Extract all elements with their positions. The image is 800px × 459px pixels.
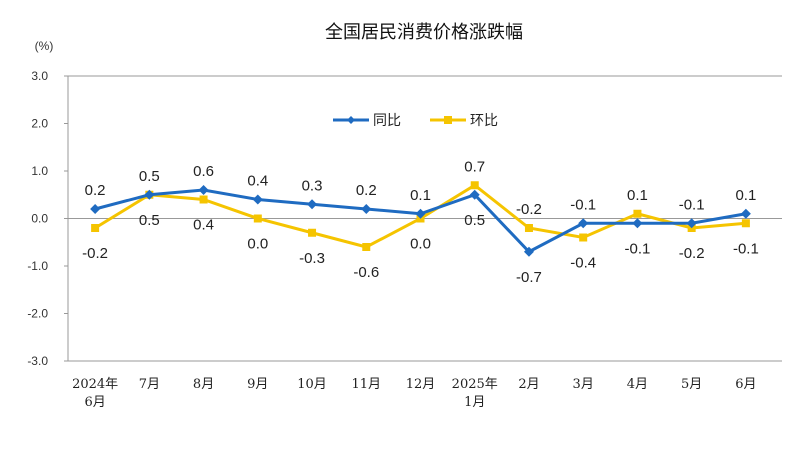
x-tick-label: 3月 [573, 377, 594, 392]
y-tick-label: 3.0 [31, 69, 48, 83]
x-tick-label: 11月 [351, 377, 381, 392]
data-label: -0.1 [624, 240, 650, 257]
chart-title: 全国居民消费价格涨跌幅 [325, 22, 523, 43]
data-point [253, 214, 262, 223]
y-tick-label: 1.0 [31, 164, 48, 178]
y-tick-label: -2.0 [27, 307, 48, 321]
y-tick-label: -1.0 [27, 259, 48, 273]
data-point [686, 218, 697, 229]
data-point [198, 185, 209, 195]
data-point [252, 194, 263, 205]
x-tick-label: 9月 [247, 377, 268, 392]
data-label: 0.0 [247, 236, 268, 253]
data-label: -0.6 [353, 264, 379, 281]
data-label: 0.4 [193, 217, 214, 234]
data-label: -0.1 [733, 240, 759, 257]
data-point [469, 189, 480, 200]
legend-marker-diamond [347, 116, 355, 124]
data-point [361, 204, 372, 214]
data-point [91, 224, 100, 232]
y-axis-unit: (%) [35, 39, 54, 53]
data-label: -0.2 [82, 245, 108, 262]
data-point [524, 224, 533, 232]
x-tick-label: 10月 [297, 377, 327, 392]
x-tick-label: 12月 [406, 377, 436, 392]
data-label: 0.5 [464, 212, 485, 229]
data-point [308, 228, 317, 237]
data-label: -0.4 [570, 255, 596, 272]
data-label: 0.2 [356, 182, 377, 199]
data-point [307, 199, 318, 210]
data-label: 0.5 [139, 212, 160, 229]
data-point [362, 243, 371, 251]
data-label: 0.6 [193, 163, 214, 180]
data-label: 0.2 [85, 182, 106, 199]
data-label: 0.5 [139, 168, 160, 185]
x-tick-label: 2月 [518, 377, 539, 392]
legend: 同比 环比 [333, 113, 498, 129]
legend-label: 环比 [470, 113, 498, 129]
data-point [578, 218, 589, 229]
data-point [633, 209, 642, 218]
data-label: -0.2 [516, 201, 542, 218]
data-point [632, 218, 643, 229]
data-label: 0.1 [627, 187, 648, 204]
x-tick-label: 8月 [193, 377, 214, 392]
data-point [740, 208, 751, 219]
data-point [144, 189, 155, 200]
data-label: 0.4 [247, 173, 268, 190]
data-label: -0.1 [570, 196, 596, 213]
x-tick-label: 6月 [735, 377, 756, 392]
x-tick-label: 2024年 6月 [72, 377, 118, 410]
x-tick-label: 7月 [139, 377, 160, 392]
data-label: 0.1 [410, 187, 431, 204]
data-point [579, 233, 588, 242]
data-label: -0.1 [679, 196, 705, 213]
data-point [523, 246, 534, 257]
data-point [470, 181, 479, 190]
data-label: 0.1 [735, 187, 756, 204]
data-point [741, 219, 750, 228]
data-label: -0.3 [299, 250, 325, 267]
data-label: 0.0 [410, 236, 431, 253]
x-tick-label: 4月 [627, 377, 648, 392]
legend-label: 同比 [373, 113, 401, 129]
y-tick-label: 2.0 [31, 117, 48, 131]
x-tick-label: 5月 [681, 377, 702, 392]
data-point [415, 208, 426, 219]
data-label: 0.3 [302, 177, 323, 194]
legend-marker-square [444, 116, 452, 124]
x-tick-label: 2025年 1月 [452, 377, 498, 410]
data-label: -0.2 [679, 245, 705, 262]
data-point [199, 195, 208, 204]
data-label: 0.7 [464, 158, 485, 175]
data-label: -0.7 [516, 269, 542, 286]
y-tick-label: 0.0 [31, 212, 48, 226]
y-tick-label: -3.0 [27, 354, 48, 368]
data-point [90, 204, 101, 214]
